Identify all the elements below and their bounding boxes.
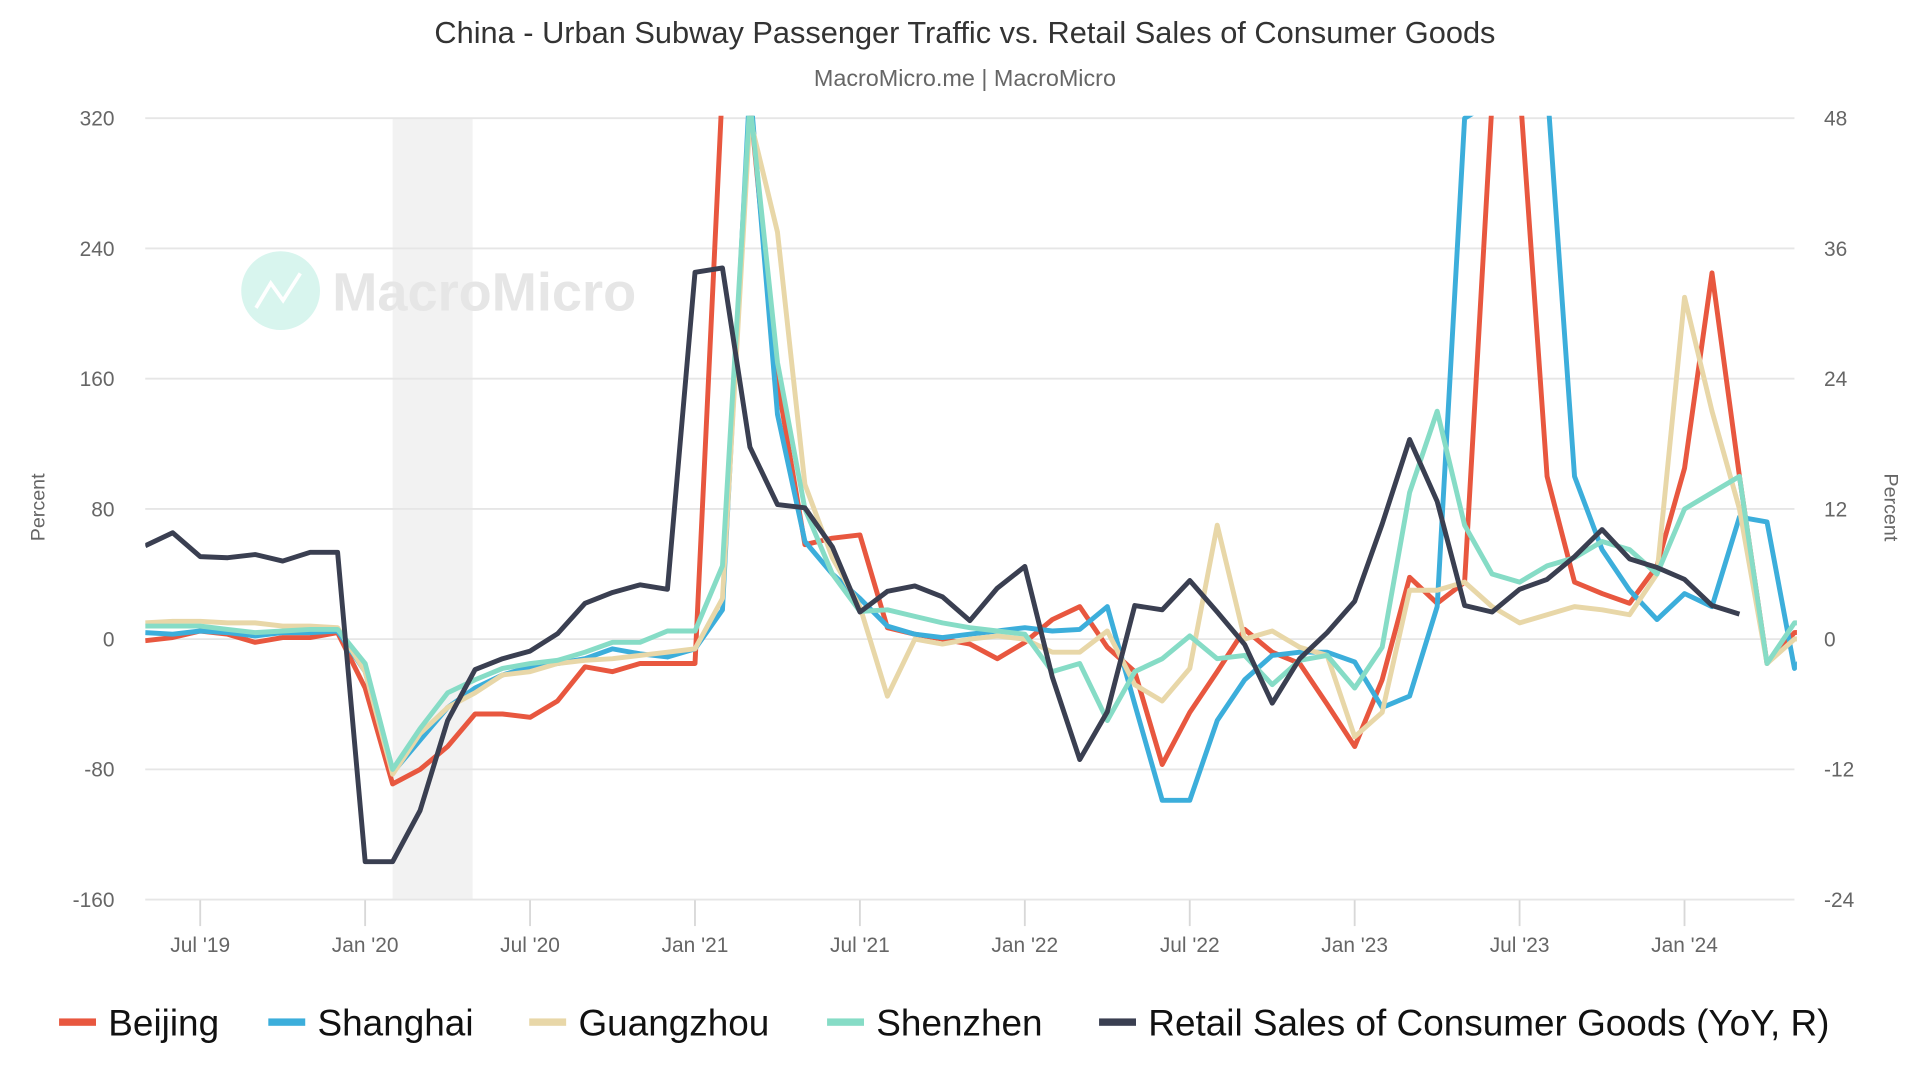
x-axis-ticks: Jul '19 Jan '20 Jul '20 Jan '21 Jul '21 Jan '… <box>170 900 1718 957</box>
x-tick-label: Jan '22 <box>991 934 1058 957</box>
x-tick-label: Jan '21 <box>662 934 729 957</box>
watermark-text: MacroMicro <box>332 262 636 322</box>
watermark-chart-icon <box>254 272 302 309</box>
left-tick-label: 0 <box>103 629 115 652</box>
x-tick-label: Jan '20 <box>332 934 399 957</box>
x-tick-label: Jul '21 <box>830 934 890 957</box>
right-tick-label: 0 <box>1824 629 1836 652</box>
x-tick-label: Jul '20 <box>500 934 560 957</box>
right-axis-title: Percent <box>1879 473 1901 541</box>
left-tick-label: -160 <box>73 889 115 912</box>
series-line-retail <box>145 265 1741 865</box>
legend-label: Shanghai <box>318 1003 474 1044</box>
left-tick-label: 240 <box>80 238 115 261</box>
legend-item-retail[interactable]: Retail Sales of Consumer Goods (YoY, R) <box>1099 1003 1829 1044</box>
chart-title: China - Urban Subway Passenger Traffic v… <box>434 15 1495 50</box>
right-tick-label: 12 <box>1824 498 1847 521</box>
x-tick-label: Jan '23 <box>1321 934 1388 957</box>
left-tick-label: -80 <box>84 759 114 782</box>
legend-swatch-icon <box>268 1018 306 1026</box>
legend-label: Retail Sales of Consumer Goods (YoY, R) <box>1148 1003 1829 1044</box>
legend-swatch-icon <box>827 1018 864 1026</box>
legend-swatch-icon <box>59 1018 96 1026</box>
right-axis-ticks: 48 36 24 12 0 -12 -24 <box>1824 108 1855 912</box>
x-tick-label: Jul '19 <box>170 934 230 957</box>
series-line-shenzhen <box>145 115 1797 772</box>
legend-label: Shenzhen <box>876 1003 1042 1044</box>
series-layer <box>145 115 1797 865</box>
legend: Beijing Shanghai Guangzhou Shenzhen Retail S… <box>59 1003 1829 1044</box>
legend-swatch-icon <box>1099 1018 1136 1026</box>
series-line-guangzhou <box>145 115 1797 777</box>
legend-label: Guangzhou <box>578 1003 769 1044</box>
right-tick-label: 48 <box>1824 108 1847 131</box>
right-tick-label: -12 <box>1824 759 1854 782</box>
left-tick-label: 160 <box>80 368 115 391</box>
x-tick-label: Jul '22 <box>1160 934 1220 957</box>
legend-item-shanghai[interactable]: Shanghai <box>268 1003 474 1044</box>
watermark-logo-icon <box>241 251 320 331</box>
right-tick-label: -24 <box>1824 889 1855 912</box>
x-tick-label: Jul '23 <box>1490 934 1550 957</box>
chart-subtitle: MacroMicro.me | MacroMicro <box>814 65 1116 91</box>
legend-item-shenzhen[interactable]: Shenzhen <box>827 1003 1043 1044</box>
legend-label: Beijing <box>108 1003 219 1044</box>
right-tick-label: 36 <box>1824 238 1847 261</box>
x-tick-label: Jan '24 <box>1651 934 1718 957</box>
series-line-beijing <box>145 115 1797 787</box>
legend-item-beijing[interactable]: Beijing <box>59 1003 219 1044</box>
right-tick-label: 24 <box>1824 368 1848 391</box>
watermark: MacroMicro <box>241 251 636 331</box>
left-axis-ticks: 320 240 160 80 0 -80 -160 <box>73 108 115 912</box>
legend-swatch-icon <box>529 1018 567 1026</box>
left-axis-title: Percent <box>27 473 49 541</box>
left-tick-label: 320 <box>80 108 115 131</box>
left-tick-label: 80 <box>91 498 114 521</box>
legend-item-guangzhou[interactable]: Guangzhou <box>529 1003 769 1044</box>
